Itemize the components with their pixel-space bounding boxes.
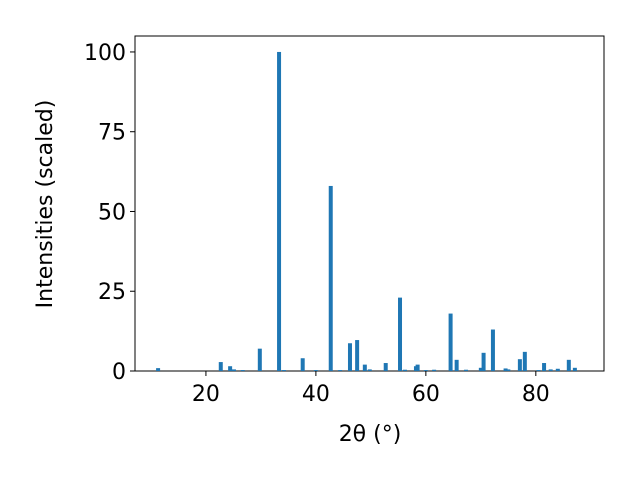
bar	[228, 366, 233, 371]
bar	[432, 369, 437, 371]
plot-frame	[134, 35, 605, 372]
y-tick-label: 75	[98, 121, 126, 146]
bar	[415, 364, 420, 371]
y-tick-label: 0	[112, 360, 126, 385]
x-tick-label: 60	[412, 382, 440, 407]
bar	[478, 367, 483, 371]
bar	[536, 370, 541, 371]
y-tick-label: 50	[98, 200, 126, 225]
bar	[383, 363, 388, 371]
bar	[517, 359, 522, 371]
bar	[282, 370, 287, 371]
bar	[481, 352, 486, 371]
bar	[555, 368, 560, 371]
bar	[548, 369, 553, 371]
bar	[362, 364, 367, 371]
bar	[313, 370, 318, 371]
bar	[402, 369, 407, 371]
bar	[355, 340, 360, 371]
bar	[454, 359, 459, 371]
bar	[398, 297, 403, 371]
bar	[231, 369, 236, 371]
bar	[300, 358, 305, 371]
bar	[338, 370, 343, 371]
bar	[277, 51, 282, 371]
bar	[463, 369, 468, 371]
y-axis-label: Intensities (scaled)	[33, 100, 58, 309]
bar	[572, 367, 577, 371]
bar	[448, 313, 453, 371]
y-tick-label: 25	[98, 280, 126, 305]
bar	[367, 369, 372, 371]
bar	[506, 369, 511, 371]
bar	[490, 329, 495, 371]
x-axis-label: 2θ (°)	[339, 422, 402, 447]
bar	[240, 370, 245, 371]
bar	[347, 343, 352, 371]
bar	[218, 362, 223, 371]
bar	[328, 185, 333, 371]
bar	[156, 368, 161, 371]
x-tick-label: 40	[302, 382, 330, 407]
x-tick-label: 80	[522, 382, 550, 407]
bar	[566, 359, 571, 371]
bar	[423, 370, 428, 371]
x-tick-label: 20	[192, 382, 220, 407]
bar	[542, 363, 547, 371]
y-tick-label: 100	[84, 41, 126, 66]
bar	[503, 368, 508, 371]
bar	[257, 348, 262, 371]
bar	[522, 351, 527, 371]
